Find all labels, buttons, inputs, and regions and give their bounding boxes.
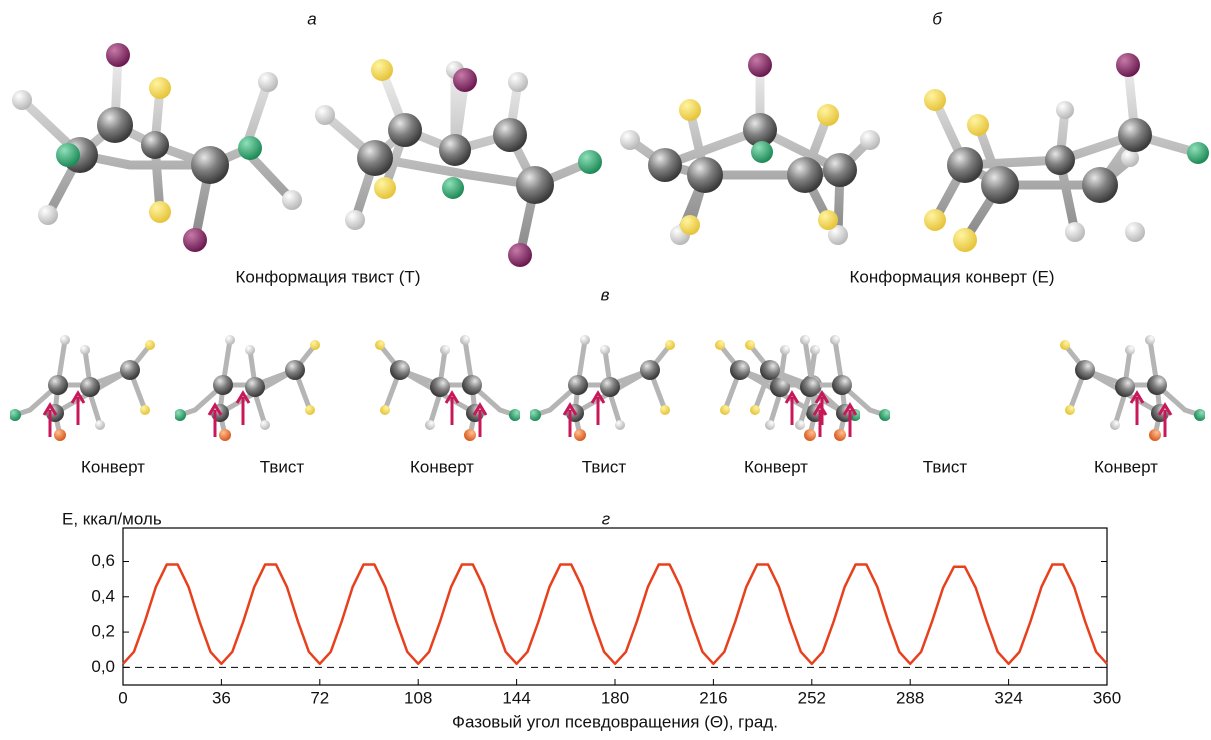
y-axis-label: E, ккал/моль [62,509,162,528]
y-tick-label: 0,4 [91,586,115,605]
molecule [924,53,1209,252]
x-tick-label: 0 [118,688,127,707]
sequence-label: Конверт [744,457,808,476]
x-tick-label: 360 [1093,688,1121,707]
panel-label: б [932,9,943,28]
x-tick-label: 36 [212,688,231,707]
sequence-label: Конверт [81,457,145,476]
y-tick-label: 0,6 [91,551,115,570]
x-tick-label: 324 [994,688,1022,707]
x-tick-label: 288 [896,688,924,707]
molecule [315,59,602,267]
x-tick-label: 72 [310,688,329,707]
sequence-label: Твист [260,457,305,476]
x-axis-label: Фазовый угол псевдовращения (Θ), град. [452,712,778,731]
molecule-label: Конформация твист (T) [236,267,421,286]
x-tick-label: 216 [699,688,727,707]
panel-label: в [601,285,610,304]
molecule-label: Конформация конверт (E) [850,267,1055,286]
data-line [122,563,1108,666]
x-tick-label: 252 [798,688,826,707]
x-tick-label: 108 [404,688,432,707]
plot-frame [122,527,1108,686]
y-tick-label: 0,2 [91,622,115,641]
panel-label: а [307,9,316,28]
molecule [12,43,302,252]
x-tick-label: 144 [502,688,530,707]
y-tick-label: 0,0 [91,657,115,676]
sequence-label: Конверт [410,457,474,476]
x-tick-label: 180 [601,688,629,707]
sequence-label: Твист [923,457,968,476]
sequence-label: Твист [582,457,627,476]
chart-title: г [602,509,610,528]
sequence-label: Конверт [1094,457,1158,476]
molecule [620,53,880,245]
molecule-sequence [9,335,1206,441]
